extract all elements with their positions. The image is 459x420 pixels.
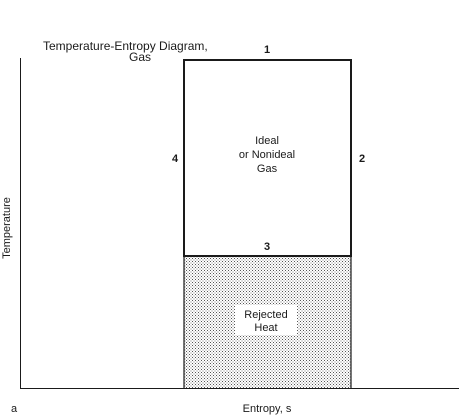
panel-label: a — [11, 403, 18, 415]
rejected-heat-label-box — [235, 305, 297, 335]
state-2-label: 2 — [359, 153, 365, 165]
state-4-label: 4 — [172, 153, 179, 165]
rejected-heat-label-line2: Heat — [254, 322, 277, 334]
state-3-label: 3 — [264, 241, 270, 253]
cycle-label-line3: Gas — [257, 163, 278, 175]
x-axis-label: Entropy, s — [243, 403, 292, 415]
diagram-title-line2: Gas — [129, 50, 151, 64]
state-1-label: 1 — [264, 44, 270, 56]
cycle-rectangle — [183, 59, 352, 257]
cycle-label-line2: or Nonideal — [239, 149, 295, 161]
cycle-label-line1: Ideal — [255, 135, 279, 147]
y-axis-label: Temperature — [1, 197, 13, 259]
diagram-title-line1: Temperature-Entropy Diagram, — [43, 39, 208, 53]
rejected-heat-label-line1: Rejected — [244, 309, 287, 321]
